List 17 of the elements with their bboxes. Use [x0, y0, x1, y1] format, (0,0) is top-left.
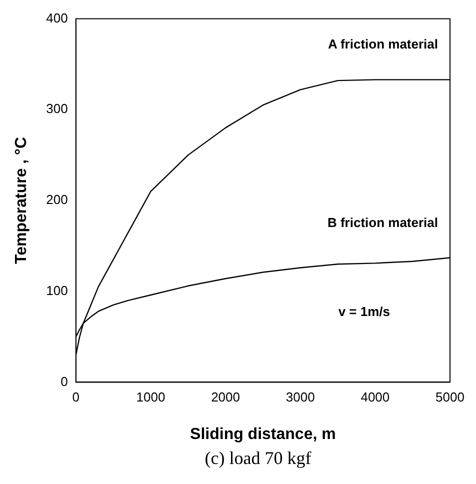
text: B friction material: [327, 214, 438, 230]
x-tick-label: 3000: [286, 390, 315, 405]
y-tick-label: 0: [60, 374, 68, 389]
x-tick-label: 0: [72, 390, 80, 405]
x-tick-label: 5000: [436, 390, 464, 405]
y-tick-label: 100: [46, 282, 68, 298]
x-tick-label: 1000: [136, 390, 166, 405]
y-tick-label: 200: [46, 192, 68, 208]
y-tick-label: 400: [46, 10, 68, 26]
y-tick-label: 300: [46, 101, 68, 116]
y-axis-title: Temperature , °C: [13, 136, 30, 264]
text: A friction material: [328, 36, 438, 52]
x-axis-title: Sliding distance, m: [190, 426, 336, 443]
x-tick-label: 2000: [211, 390, 240, 405]
annotation: v = 1m/s: [338, 304, 390, 319]
x-tick-label: 4000: [360, 390, 390, 405]
text: (c) load 70 kgf: [204, 448, 312, 469]
